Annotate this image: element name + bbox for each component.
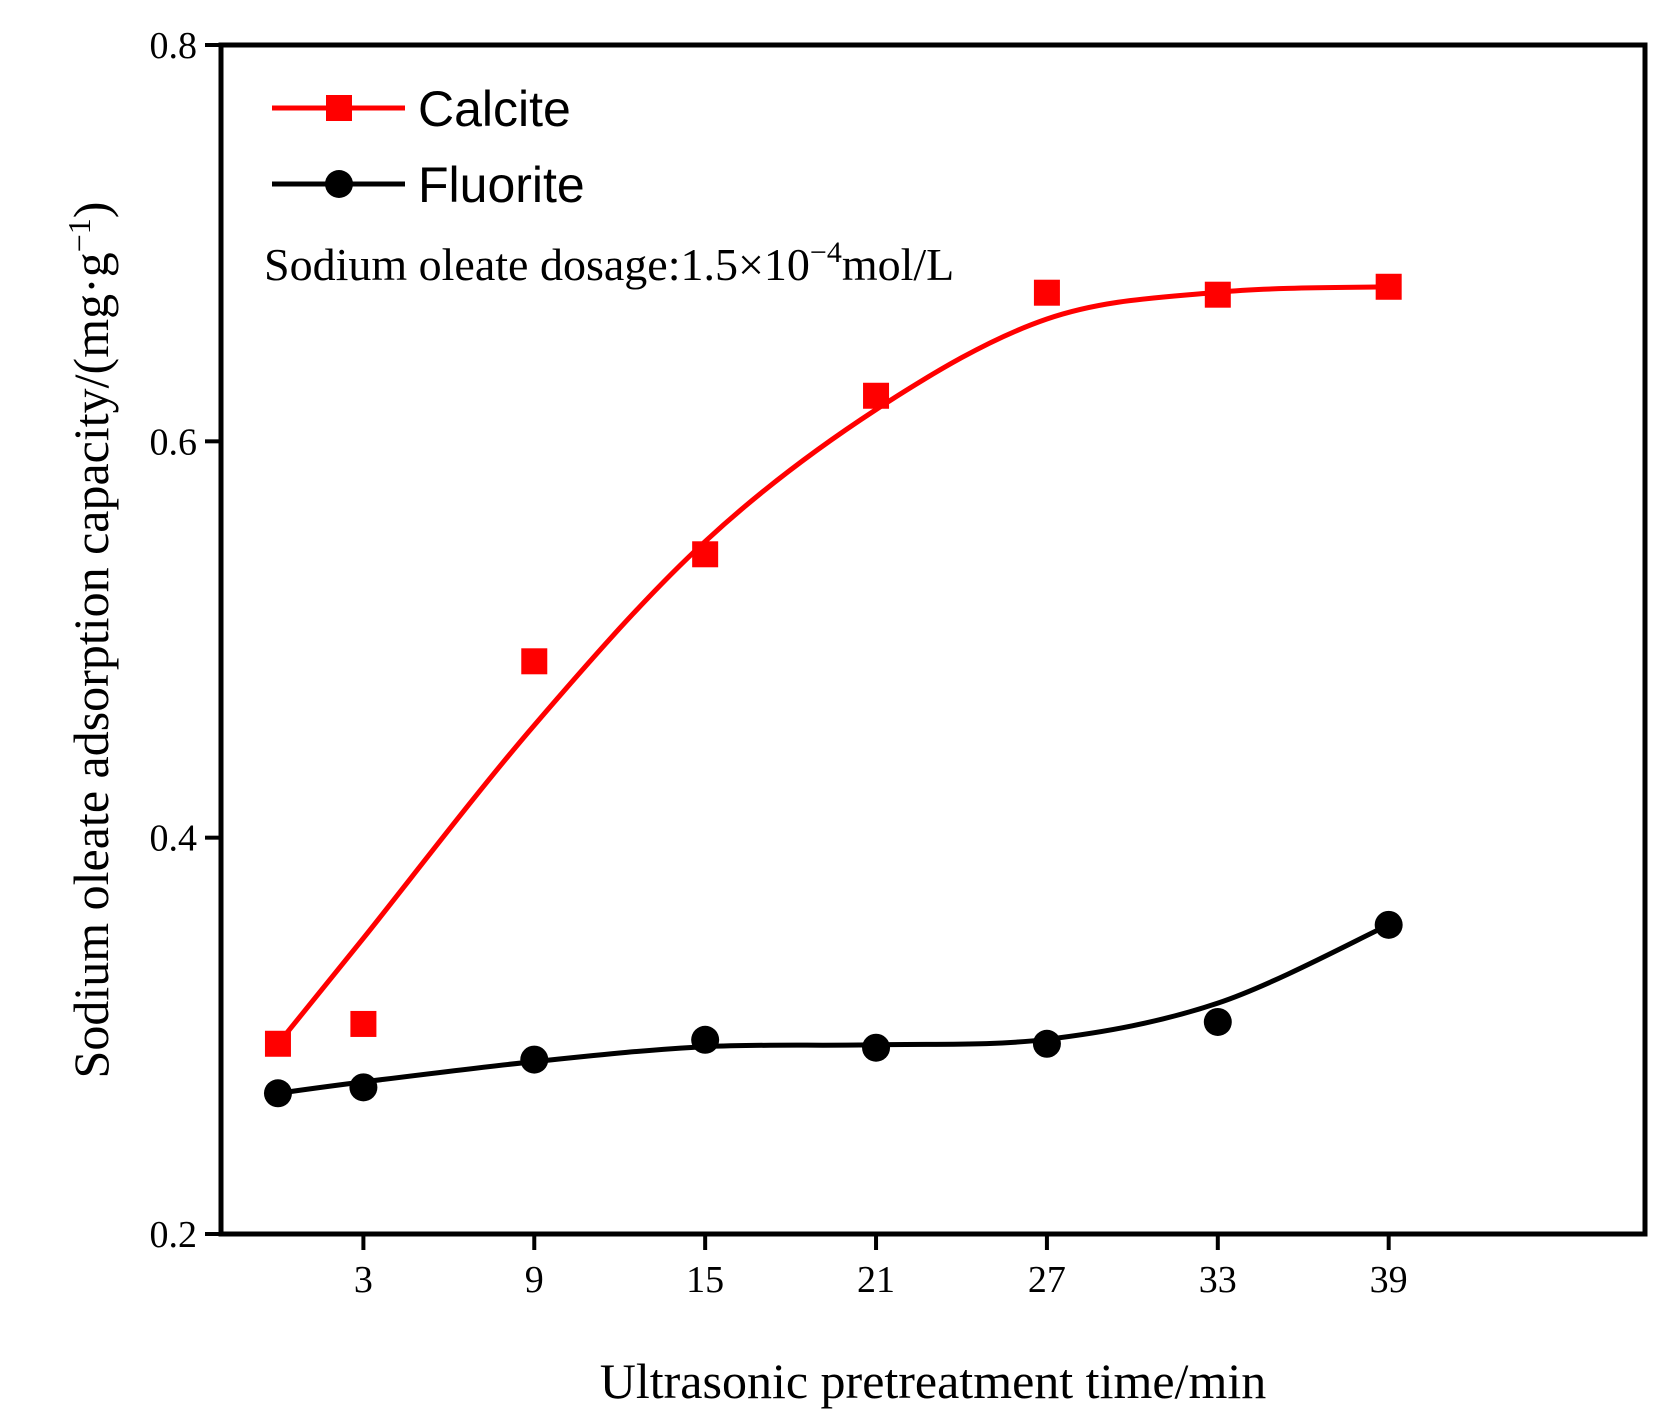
x-tick-label-39: 39 <box>1370 1259 1408 1301</box>
legend-marker-fluorite <box>325 170 353 198</box>
x-tick-label-3: 3 <box>354 1259 373 1301</box>
legend-label-calcite: Calcite <box>418 81 571 137</box>
point-calcite-9 <box>521 648 548 675</box>
y-axis-title: Sodium oleate adsorption capacity/(mg·g−… <box>61 202 119 1079</box>
legend: Calcite Fluorite <box>272 81 585 213</box>
point-fluorite-27 <box>1032 1029 1061 1058</box>
point-fluorite-0 <box>263 1079 292 1108</box>
curve-fluorite <box>275 922 1392 1096</box>
point-fluorite-15 <box>691 1025 720 1054</box>
x-tick-label-15: 15 <box>686 1259 724 1301</box>
x-tick-label-33: 33 <box>1199 1259 1237 1301</box>
point-calcite-3 <box>350 1010 377 1037</box>
point-fluorite-9 <box>520 1045 549 1074</box>
x-tick-label-21: 21 <box>857 1259 895 1301</box>
y-tick-label-0.4: 0.4 <box>150 818 198 860</box>
y-axis-title-main: Sodium oleate adsorption capacity/(mg·g <box>63 252 119 1078</box>
dosage-annotation-prefix: Sodium oleate dosage:1.5×10 <box>264 239 810 290</box>
legend-marker-calcite <box>326 95 352 121</box>
y-tick-label-0.2: 0.2 <box>150 1214 198 1256</box>
point-calcite-39 <box>1375 273 1402 300</box>
dosage-annotation-superscript: −4 <box>810 236 842 269</box>
data-markers <box>263 273 1403 1108</box>
x-tick-label-9: 9 <box>525 1259 544 1301</box>
legend-entry-calcite: Calcite <box>272 81 571 137</box>
plot-frame <box>218 42 1648 1237</box>
fit-curves <box>275 284 1392 1096</box>
dosage-annotation: Sodium oleate dosage:1.5×10−4mol/L <box>264 236 954 290</box>
point-calcite-15 <box>692 541 719 568</box>
x-axis-title: Ultrasonic pretreatment time/min <box>600 1353 1266 1409</box>
point-calcite-27 <box>1033 279 1060 306</box>
point-fluorite-21 <box>862 1033 891 1062</box>
curve-calcite <box>275 284 1392 1047</box>
y-axis-ticks: 0.2 0.4 0.6 0.8 <box>150 25 221 1256</box>
x-tick-label-27: 27 <box>1028 1259 1066 1301</box>
y-tick-label-0.6: 0.6 <box>150 421 198 463</box>
point-fluorite-33 <box>1203 1007 1232 1036</box>
legend-entry-fluorite: Fluorite <box>272 157 585 213</box>
legend-label-fluorite: Fluorite <box>418 157 585 213</box>
point-calcite-0 <box>264 1030 291 1057</box>
dosage-annotation-suffix: mol/L <box>842 239 954 290</box>
point-calcite-21 <box>863 382 890 409</box>
point-fluorite-39 <box>1374 910 1403 939</box>
y-tick-label-0.8: 0.8 <box>150 25 198 67</box>
point-fluorite-3 <box>349 1073 378 1102</box>
y-axis-title-superscript: −1 <box>61 218 97 252</box>
y-axis-title-close: ) <box>63 202 119 219</box>
x-axis-ticks: 3 9 15 21 27 33 39 <box>354 1234 1408 1301</box>
point-calcite-33 <box>1204 281 1231 308</box>
